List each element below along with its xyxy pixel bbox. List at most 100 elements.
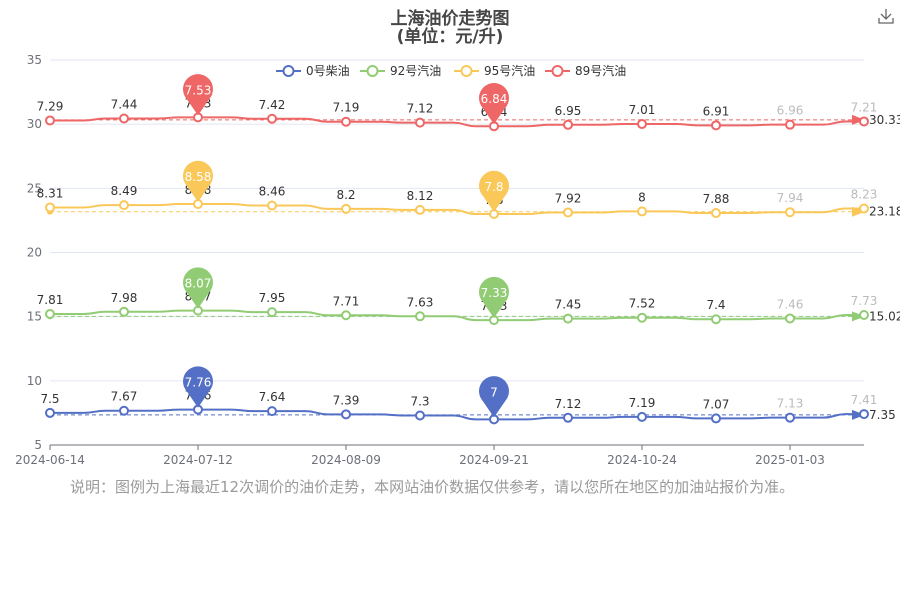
legend-entry: 89号汽油: [575, 63, 626, 78]
data-label: 8.2: [336, 188, 355, 202]
legend-entry: 95号汽油: [484, 63, 535, 78]
footnote: 说明：图例为上海最近12次调价的油价走势，本网站油价数据仅供参考，请以您所在地区…: [70, 478, 795, 496]
min-pin-label: 7: [490, 385, 498, 399]
min-pin-label: 6.84: [481, 92, 508, 106]
data-label: 8.49: [111, 184, 138, 198]
mark-line-arrow: [852, 311, 865, 322]
data-label: 7.3: [410, 394, 429, 408]
data-point: [415, 410, 425, 421]
series-line: [50, 202, 864, 215]
data-label: 7.13: [777, 397, 804, 411]
data-point: [341, 310, 351, 321]
data-point: [267, 307, 277, 318]
max-pin-marker: [183, 74, 214, 116]
data-point: [45, 202, 55, 213]
x-tick-label: 2024-09-21: [459, 453, 529, 467]
data-label: 7.63: [407, 295, 434, 309]
data-point: [637, 206, 647, 217]
mark-line-label: 30.33: [869, 113, 900, 127]
min-pin-marker: [479, 276, 509, 319]
data-label: 7.45: [555, 298, 582, 312]
data-point: [711, 207, 721, 218]
data-point: [563, 207, 573, 218]
min-pin-marker: [479, 83, 509, 125]
chart-title: 上海油价走势图: [390, 9, 510, 29]
y-tick-label: 30: [27, 117, 42, 131]
data-point: [415, 311, 425, 322]
data-label: 7.46: [777, 297, 804, 311]
data-label: 7.07: [703, 397, 730, 411]
data-point: [45, 308, 55, 319]
data-point: [415, 117, 425, 128]
data-point: [341, 116, 351, 127]
data-label: 7.19: [629, 396, 656, 410]
data-point: [859, 203, 869, 214]
data-label: 8.23: [851, 187, 878, 201]
data-label: 7.73: [851, 294, 878, 308]
mark-line-label: 23.18: [869, 205, 900, 219]
data-label: 7.12: [555, 397, 582, 411]
min-pin-marker: [479, 376, 509, 418]
series-line: [50, 309, 864, 322]
data-point: [711, 120, 721, 131]
data-point: [341, 203, 351, 214]
legend-entry: 0号柴油: [306, 64, 350, 78]
data-point: [119, 113, 129, 124]
data-point: [119, 200, 129, 211]
y-tick-label: 5: [34, 438, 42, 452]
data-point: [45, 115, 55, 126]
data-label: 7.98: [111, 291, 138, 305]
legend-marker: [366, 65, 379, 77]
data-label: 6.95: [555, 104, 582, 118]
max-pin-label: 7.76: [185, 376, 212, 390]
data-label: 7.71: [333, 294, 360, 308]
series-line: [50, 408, 864, 421]
data-label: 7.52: [629, 297, 656, 311]
data-label: 7.39: [333, 393, 360, 407]
min-pin-label: 7.8: [484, 180, 503, 194]
mark-line-label: 7.35: [869, 408, 896, 422]
data-point: [45, 407, 55, 418]
download-icon[interactable]: [876, 6, 896, 26]
x-tick-label: 2024-08-09: [311, 453, 381, 467]
data-label: 7.95: [259, 291, 286, 305]
data-point: [711, 413, 721, 424]
data-label: 8.12: [407, 189, 434, 203]
max-pin-marker: [183, 160, 214, 202]
y-tick-label: 35: [27, 53, 42, 67]
max-pin-label: 7.53: [185, 83, 212, 97]
x-tick-label: 2025-01-03: [755, 453, 825, 467]
data-point: [859, 116, 869, 127]
data-point: [563, 412, 573, 423]
data-point: [415, 204, 425, 215]
max-pin-label: 8.07: [185, 277, 212, 291]
data-point: [711, 314, 721, 325]
data-label: 7.92: [555, 191, 582, 205]
data-point: [119, 405, 129, 416]
min-pin-label: 7.33: [481, 286, 508, 300]
data-point: [119, 306, 129, 317]
data-label: 7.01: [629, 103, 656, 117]
max-pin-marker: [183, 267, 214, 309]
data-label: 7.29: [37, 99, 64, 113]
x-tick-label: 2024-06-14: [15, 453, 85, 467]
max-pin-label: 8.58: [185, 170, 212, 184]
data-label: 8.46: [259, 185, 286, 199]
data-point: [637, 411, 647, 422]
legend-entry: 92号汽油: [390, 63, 441, 78]
data-point: [859, 409, 869, 420]
data-point: [637, 312, 647, 323]
legend-marker: [460, 65, 473, 77]
data-label: 7.81: [37, 293, 64, 307]
data-point: [785, 412, 795, 423]
data-label: 7.67: [111, 390, 138, 404]
max-pin-marker: [183, 366, 214, 408]
y-tick-label: 10: [27, 374, 42, 388]
data-label: 8: [638, 190, 646, 204]
data-point: [563, 313, 573, 324]
data-label: 7.44: [111, 98, 138, 112]
data-point: [785, 119, 795, 130]
data-label: 7.5: [40, 392, 59, 406]
x-tick-label: 2024-07-12: [163, 453, 233, 467]
